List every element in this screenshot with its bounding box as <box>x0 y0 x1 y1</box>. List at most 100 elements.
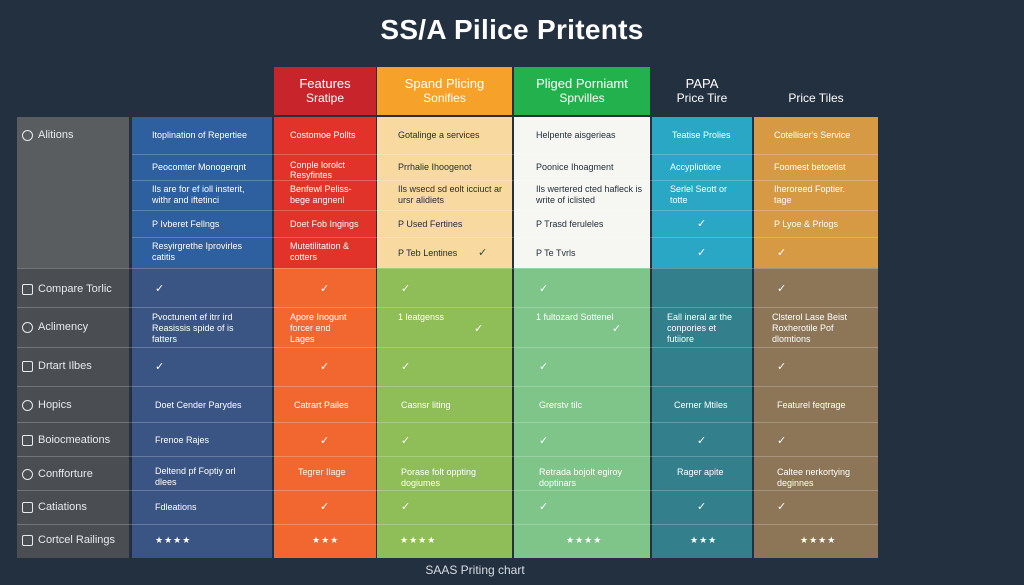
cell: P Used Fertines <box>398 219 463 229</box>
cell: Doet Fob Ingings <box>290 219 359 229</box>
row-label-alitions: Alitions <box>22 129 73 141</box>
cell: Resyfintes <box>290 170 333 180</box>
check-icon: ✓ <box>155 361 165 373</box>
rating-stars: ★★★★ <box>155 535 192 545</box>
cell: P Te Tvrls <box>536 248 576 258</box>
header-papa-subtitle: Price Tire <box>676 91 728 105</box>
cell: Iheroreed Foptier. <box>774 184 846 194</box>
check-icon: ✓ <box>401 283 411 295</box>
cell: dogiumes <box>401 478 441 488</box>
grid-icon <box>22 434 33 446</box>
cell: write of iclisted <box>536 195 596 205</box>
header-pliged-subtitle: Sprvilles <box>559 91 605 105</box>
row-divider <box>17 307 878 308</box>
check-icon: ✓ <box>401 361 411 373</box>
check-icon: ✓ <box>320 435 330 447</box>
check-icon: ✓ <box>777 361 787 373</box>
cell: Lages <box>290 334 315 344</box>
row-divider <box>17 524 878 525</box>
header-pliged-title: Pliged Porniamt <box>536 76 628 91</box>
check-icon: ✓ <box>612 323 622 335</box>
cell: Porase folt oppting <box>401 467 477 477</box>
cell: fatters <box>152 334 178 344</box>
cell: totte <box>670 195 688 205</box>
rating-stars: ★★★★ <box>800 535 837 545</box>
cell: Catrart Pailes <box>294 400 349 410</box>
rating-stars: ★★★ <box>312 535 340 545</box>
check-icon: ✓ <box>401 501 411 513</box>
row-label-compare: Compare Torlic <box>22 283 112 295</box>
check-icon: ✓ <box>401 435 411 447</box>
row-divider <box>132 210 878 211</box>
cell: 1 fultozard Sottenel <box>536 312 614 322</box>
check-icon: ✓ <box>697 435 707 447</box>
header-spand: Spand Plicing Sonifies <box>377 67 512 115</box>
cell: Deltend pf Foptiy orl <box>155 466 236 476</box>
cell: Mutetilitation & <box>290 241 350 251</box>
cell: Clsterol Lase Beist <box>772 312 848 322</box>
cell: catitis <box>152 252 176 262</box>
header-pliged: Pliged Porniamt Sprvilles <box>514 67 650 115</box>
cell: Pvoctunent ef itrr ird <box>152 312 233 322</box>
check-icon: ✓ <box>777 283 787 295</box>
document-icon <box>22 501 33 513</box>
column-feature-top <box>132 117 272 268</box>
check-icon: ✓ <box>697 218 707 230</box>
chart-icon <box>22 360 33 372</box>
cell: Eall ineral ar the <box>667 312 733 322</box>
header-price-tiles: Price Tiles <box>754 67 878 115</box>
check-icon: ✓ <box>777 501 787 513</box>
cell: Conple lorolct <box>290 160 346 170</box>
cell: Doet Cender Parydes <box>155 400 242 410</box>
compare-icon <box>22 283 33 295</box>
row-divider <box>132 237 878 238</box>
cell: ursr alidiets <box>398 195 445 205</box>
check-icon: ✓ <box>777 435 787 447</box>
cell: Cerner Mtiles <box>674 400 728 410</box>
column-feature <box>132 117 272 558</box>
row-label-text: Aclimency <box>38 321 89 333</box>
row-label-cati: Catiations <box>22 501 87 513</box>
cell: Reasissis spide of is <box>152 323 234 333</box>
column-spand <box>377 117 512 558</box>
column-papa-top <box>652 117 752 268</box>
header-price-tiles-title: Price Tiles <box>788 91 844 105</box>
rating-stars: ★★★ <box>690 535 718 545</box>
check-icon: ✓ <box>697 501 707 513</box>
column-features-top <box>274 117 376 268</box>
cell: Fdleations <box>155 502 197 512</box>
row-divider <box>17 347 878 348</box>
cell: tage <box>774 195 792 205</box>
row-label-column <box>17 117 129 558</box>
cell: P Lyoe & Prlogs <box>774 219 839 229</box>
row-divider <box>17 456 878 457</box>
header-features-subtitle: Sratipe <box>305 91 345 105</box>
cell: withr and iftetinci <box>152 195 220 205</box>
row-divider <box>17 422 878 423</box>
cell: Itoplination of Repertiee <box>152 130 248 140</box>
cell: conpories et <box>667 323 717 333</box>
row-label-conf: Confforture <box>22 468 93 480</box>
cell: Retrada bojolt egiroy <box>539 467 623 477</box>
cell: cotters <box>290 252 318 262</box>
config-icon <box>22 468 33 480</box>
cell: Poonice Ihoagment <box>536 162 614 172</box>
check-icon: ✓ <box>697 247 707 259</box>
column-price-tiles <box>754 117 878 558</box>
check-icon: ✓ <box>478 247 488 259</box>
cell: Benfewl Peliss- <box>290 184 352 194</box>
cell: Accypliotiore <box>670 162 722 172</box>
row-label-top-band <box>17 117 129 268</box>
row-label-text: Boiocmeations <box>38 434 111 446</box>
cell: P Trasd feruleles <box>536 219 604 229</box>
cell: Caltee nerkortying <box>777 467 851 477</box>
cell: Teatise Prolies <box>672 130 731 140</box>
check-icon: ✓ <box>155 283 165 295</box>
row-label-text: Drtart Ilbes <box>38 360 92 372</box>
row-label-text: Cortcel Railings <box>38 534 116 546</box>
check-icon: ✓ <box>539 361 549 373</box>
cell: Casnsr liting <box>401 400 451 410</box>
rating-stars: ★★★★ <box>566 535 603 545</box>
cell: dlees <box>155 477 177 487</box>
row-divider <box>17 490 878 491</box>
